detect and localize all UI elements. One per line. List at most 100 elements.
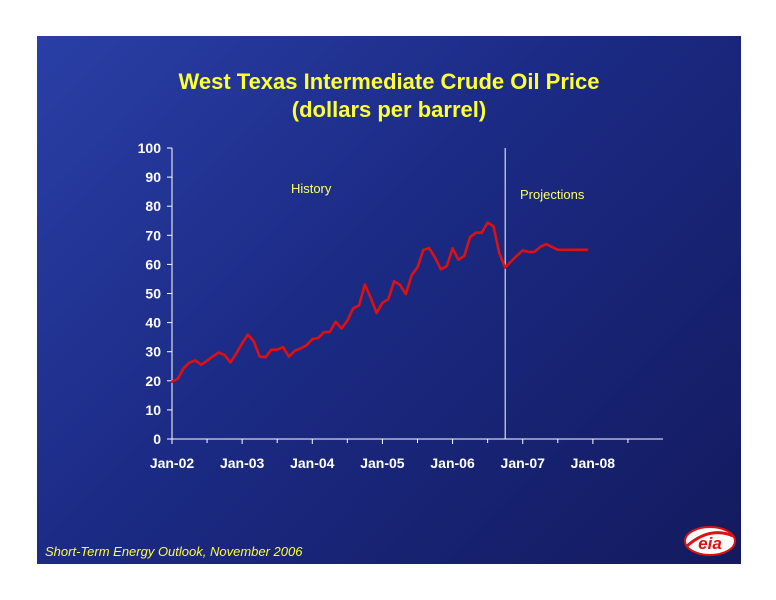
eia-logo: eia bbox=[684, 526, 736, 556]
data-point bbox=[404, 293, 407, 295]
data-point bbox=[574, 248, 577, 251]
data-point bbox=[363, 283, 366, 286]
data-point bbox=[498, 252, 501, 255]
data-point bbox=[276, 348, 279, 351]
data-point bbox=[171, 380, 173, 383]
data-point bbox=[422, 248, 425, 251]
y-tick-label: 40 bbox=[145, 315, 161, 331]
chart-title-line2: (dollars per barrel) bbox=[291, 97, 487, 122]
data-point bbox=[252, 340, 255, 343]
y-tick-label: 90 bbox=[145, 169, 161, 185]
data-point bbox=[568, 248, 571, 251]
data-point bbox=[439, 268, 442, 271]
y-tick-label: 0 bbox=[153, 431, 161, 447]
data-point bbox=[399, 283, 401, 286]
eia-logo-text: eia bbox=[698, 534, 722, 553]
data-point bbox=[551, 246, 553, 248]
data-point bbox=[264, 356, 267, 359]
data-point bbox=[533, 250, 536, 253]
line-chart: 0 10 20 30 40 50 60 70 80 90 100 Jan-02 Jan-03 Jan-04… bbox=[138, 140, 663, 471]
data-point bbox=[223, 354, 226, 356]
data-point bbox=[393, 280, 396, 283]
data-point bbox=[521, 249, 524, 252]
y-tick-label: 60 bbox=[145, 256, 161, 272]
data-point bbox=[176, 377, 179, 380]
x-tick-label: Jan-05 bbox=[360, 455, 405, 471]
y-tick-label: 50 bbox=[145, 286, 161, 302]
data-point bbox=[510, 260, 512, 263]
history-label: History bbox=[291, 181, 332, 196]
x-tick-label: Jan-06 bbox=[430, 455, 475, 471]
data-point bbox=[556, 248, 559, 251]
y-tick-label: 100 bbox=[138, 140, 162, 156]
data-point bbox=[241, 342, 244, 345]
data-point bbox=[299, 347, 302, 350]
data-point bbox=[200, 363, 203, 366]
data-point bbox=[369, 296, 372, 299]
data-point bbox=[217, 351, 220, 354]
y-tick-label: 20 bbox=[145, 373, 161, 389]
data-point bbox=[323, 331, 325, 334]
data-point bbox=[182, 367, 185, 369]
data-point bbox=[515, 254, 518, 257]
y-tick-label: 80 bbox=[145, 198, 161, 214]
data-point bbox=[282, 346, 284, 348]
x-tick-label: Jan-08 bbox=[571, 455, 616, 471]
series-line bbox=[170, 221, 589, 383]
data-point bbox=[212, 355, 214, 358]
data-point bbox=[445, 265, 448, 268]
data-point bbox=[270, 348, 273, 351]
data-point bbox=[206, 359, 208, 362]
data-point bbox=[381, 301, 384, 304]
footer-source: Short-Term Energy Outlook, November 2006 bbox=[45, 544, 303, 559]
data-point bbox=[580, 248, 583, 251]
data-point bbox=[416, 266, 419, 269]
y-tick-label: 70 bbox=[145, 227, 161, 243]
data-point bbox=[451, 247, 454, 250]
projections-label: Projections bbox=[520, 187, 585, 202]
data-point bbox=[492, 225, 495, 228]
data-point bbox=[562, 248, 565, 251]
data-point bbox=[457, 258, 460, 261]
data-point bbox=[346, 319, 349, 322]
data-point bbox=[434, 256, 436, 259]
chart-title: West Texas Intermediate Crude Oil Price … bbox=[37, 68, 741, 124]
data-point bbox=[486, 221, 489, 224]
data-point bbox=[428, 247, 431, 250]
data-point bbox=[293, 349, 296, 352]
data-point bbox=[463, 255, 466, 257]
x-tick-label: Jan-07 bbox=[501, 455, 546, 471]
data-point bbox=[258, 355, 261, 358]
data-point bbox=[387, 298, 390, 301]
data-point bbox=[504, 266, 507, 269]
data-point bbox=[188, 361, 191, 364]
data-point bbox=[317, 337, 320, 339]
data-point bbox=[545, 243, 547, 245]
y-tick-label: 10 bbox=[145, 402, 161, 418]
chart-title-line1: West Texas Intermediate Crude Oil Price bbox=[178, 69, 600, 94]
data-point bbox=[194, 359, 197, 362]
x-tick-label: Jan-03 bbox=[220, 455, 265, 471]
slide: West Texas Intermediate Crude Oil Price … bbox=[37, 36, 741, 564]
data-point bbox=[475, 231, 477, 234]
data-point bbox=[586, 248, 588, 251]
x-tick-label: Jan-04 bbox=[290, 455, 335, 471]
data-point bbox=[469, 236, 472, 238]
data-point bbox=[311, 338, 314, 341]
data-point bbox=[375, 312, 378, 314]
data-point bbox=[340, 327, 343, 330]
data-point bbox=[229, 361, 232, 364]
data-point bbox=[305, 344, 308, 347]
y-tick-label: 30 bbox=[145, 344, 161, 360]
data-point bbox=[328, 331, 331, 333]
data-point bbox=[480, 231, 483, 234]
data-point bbox=[334, 320, 337, 323]
data-point bbox=[247, 333, 249, 336]
data-point bbox=[235, 352, 238, 355]
data-point bbox=[288, 355, 290, 358]
data-point bbox=[527, 250, 530, 253]
x-tick-label: Jan-02 bbox=[150, 455, 195, 471]
data-point bbox=[352, 307, 355, 310]
data-point bbox=[410, 274, 413, 277]
data-point bbox=[539, 246, 542, 248]
